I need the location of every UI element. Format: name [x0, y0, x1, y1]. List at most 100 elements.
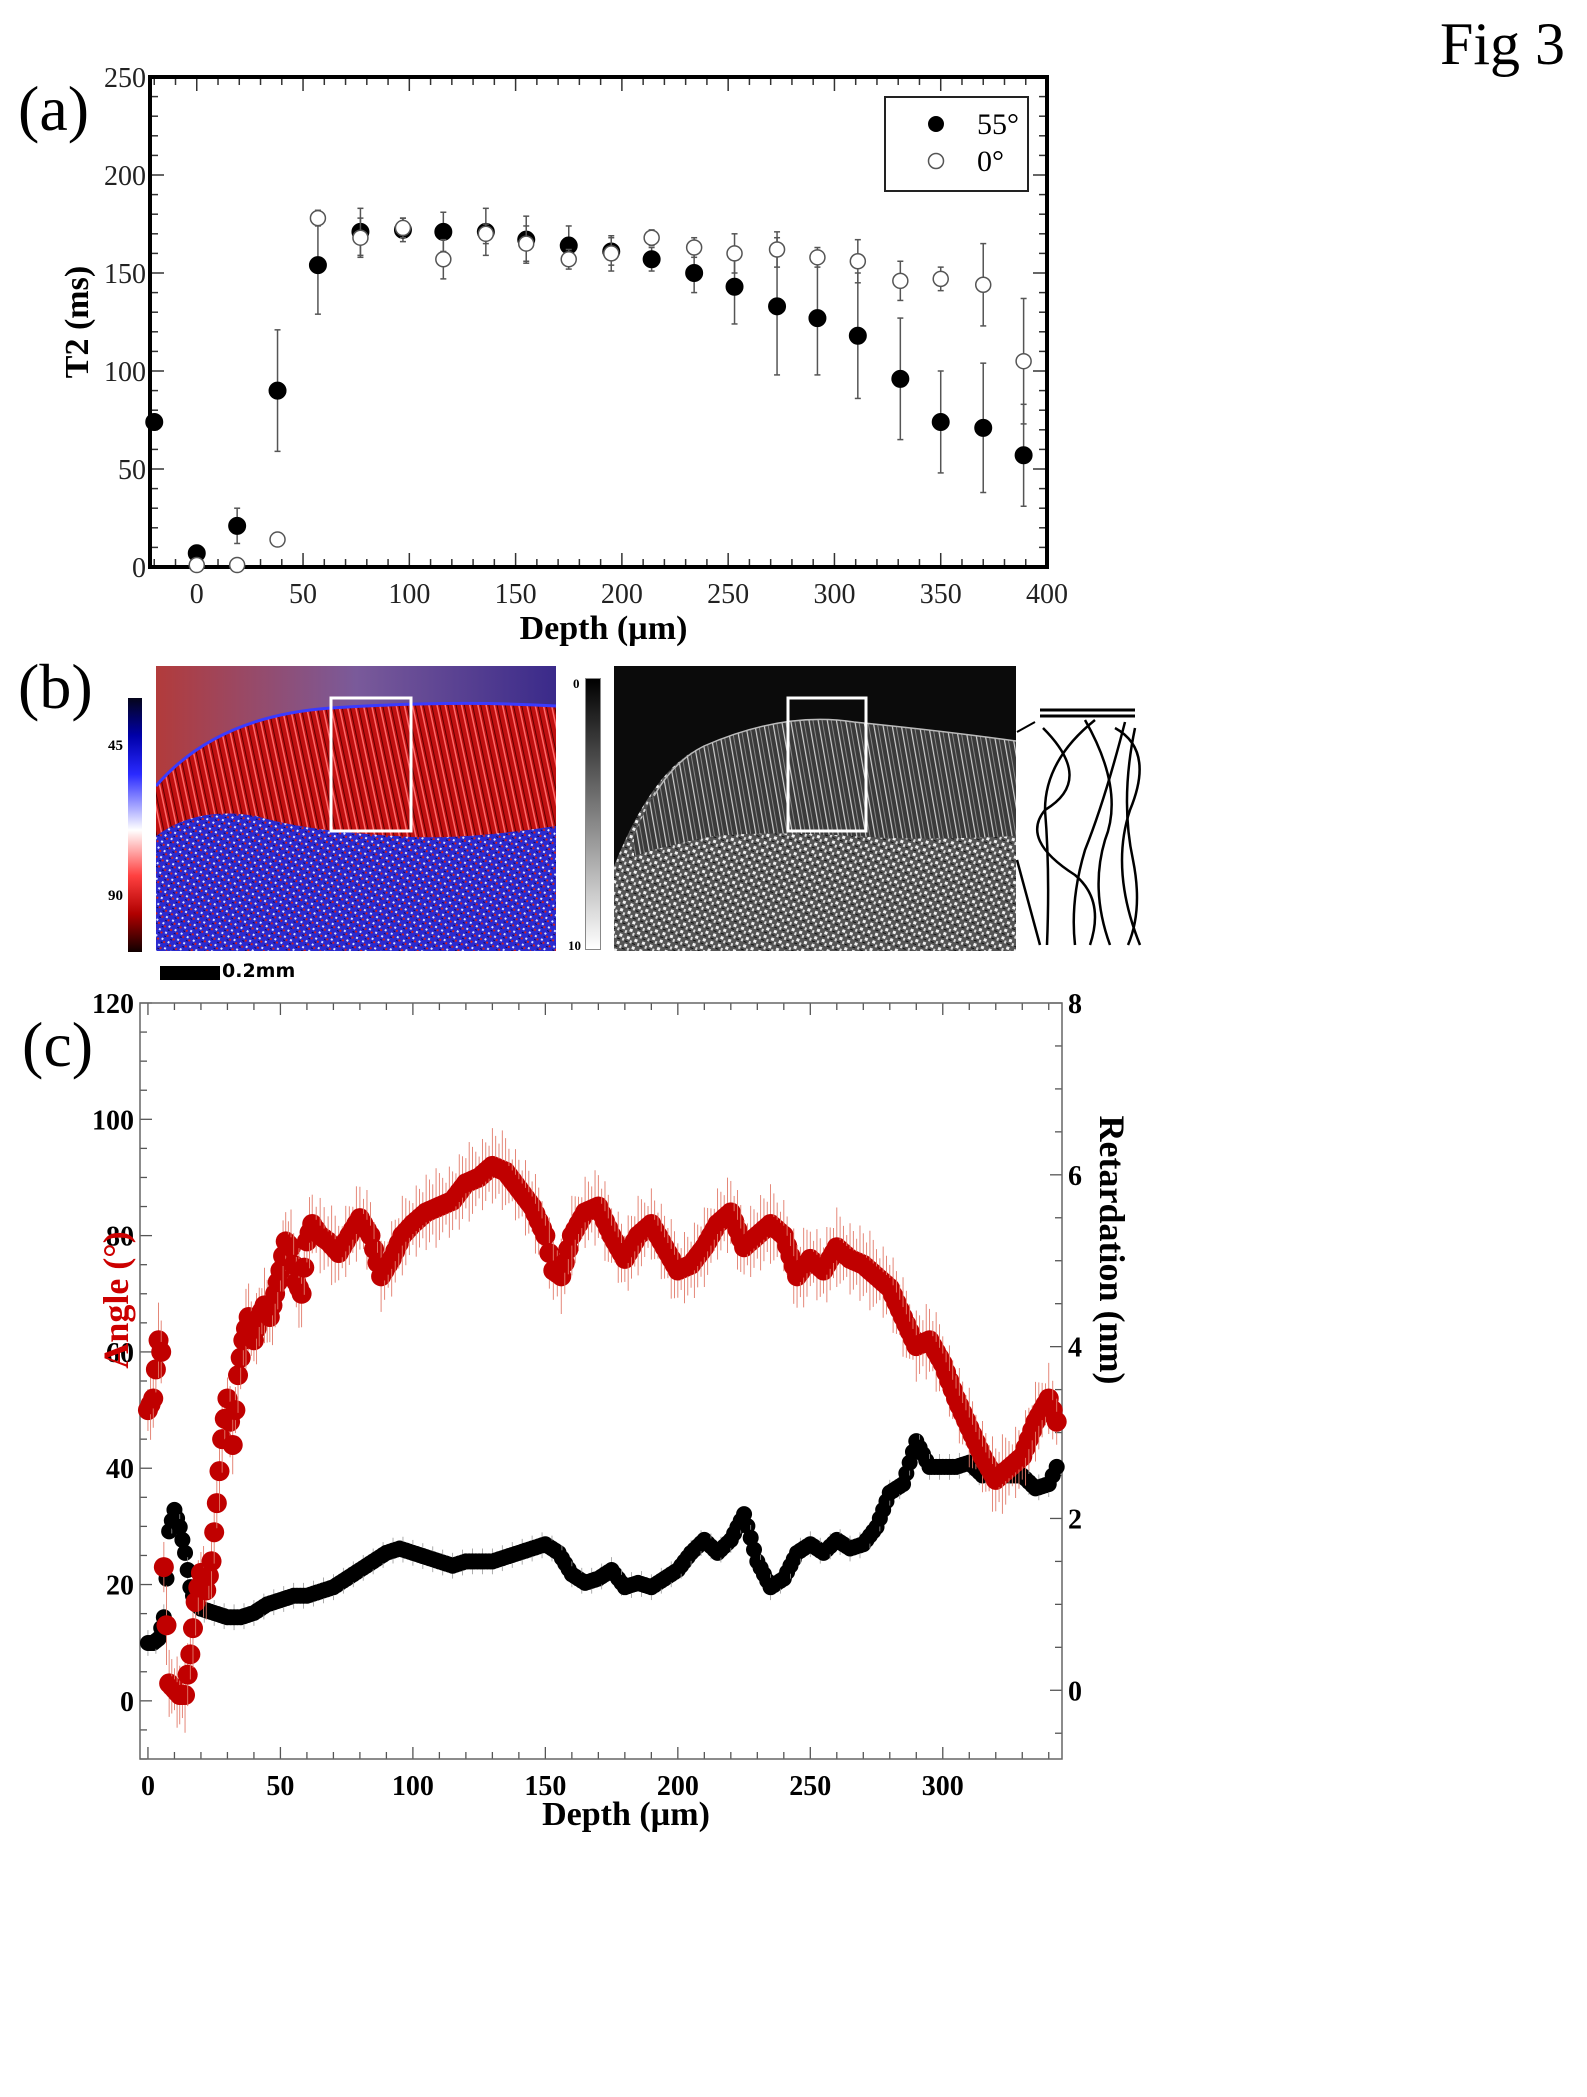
x-tick-label: 200 — [601, 579, 643, 610]
angle-point — [153, 1557, 174, 1578]
panel-label-c: (c) — [22, 1009, 94, 1080]
y2-tick-label: 8 — [1068, 990, 1082, 1020]
angle-point — [294, 1257, 315, 1278]
t2-depth-chart: 0 50 100 150 200 250 300 350 400 0 50 100 150 200 250 D… — [59, 63, 1068, 647]
retardation-colorbar-tick: 0 — [573, 676, 580, 691]
angle-point — [206, 1493, 227, 1514]
x-tick-label: 300 — [922, 1771, 964, 1802]
y-tick-label: 80 — [106, 1222, 134, 1253]
legend-marker-55deg — [928, 116, 944, 132]
data-point-0deg — [269, 531, 286, 548]
angle-point — [177, 1664, 198, 1685]
data-point-0deg — [932, 270, 949, 288]
angle-point — [182, 1618, 203, 1639]
data-point-55deg — [145, 412, 164, 431]
x-tick-label: 100 — [388, 579, 430, 610]
data-point-0deg — [768, 241, 786, 258]
y2-tick-label: 4 — [1068, 1333, 1082, 1364]
data-point-0deg — [643, 229, 660, 246]
angle-map-image — [156, 666, 556, 951]
data-point-55deg — [725, 277, 744, 296]
angle-point — [230, 1347, 251, 1368]
x-tick-label: 100 — [392, 1771, 434, 1802]
x-tick-label: 50 — [266, 1771, 294, 1802]
data-point-0deg — [560, 251, 577, 268]
angle-point — [228, 1365, 249, 1386]
retardation-map-image — [614, 666, 1016, 951]
angle-point — [222, 1434, 243, 1455]
angle-retardation-chart: 0 50 100 150 200 250 300 0 20 40 60 80 100 120 0 2 4 6 8 De… — [92, 990, 1132, 1833]
angle-point — [180, 1644, 201, 1665]
angle-point — [156, 1615, 177, 1636]
data-point-55deg — [974, 418, 993, 437]
angle-point — [291, 1283, 312, 1304]
legend-label-55deg: 55° — [977, 108, 1019, 141]
angle-colorbar — [128, 698, 142, 952]
data-point-55deg — [848, 326, 867, 345]
x-tick-label: 200 — [657, 1771, 699, 1802]
data-point-0deg — [435, 251, 452, 268]
angle-point — [1046, 1411, 1067, 1432]
x-axis-label: Depth (µm) — [520, 610, 688, 647]
plot-frame — [148, 75, 1049, 569]
x-tick-label: 400 — [1026, 579, 1068, 610]
data-point-0deg — [477, 225, 495, 243]
y-axis-label: T2 (ms) — [59, 266, 96, 378]
angle-point — [151, 1341, 172, 1362]
y-tick-label: 100 — [92, 1105, 134, 1136]
angle-point — [539, 1243, 560, 1264]
data-point-0deg — [517, 235, 535, 252]
legend-box — [884, 96, 1029, 192]
data-point-0deg — [892, 272, 909, 290]
data-point-0deg — [309, 209, 327, 227]
x-tick-label: 150 — [524, 1771, 566, 1802]
panel-b: 45 90 0 10 — [0, 660, 1587, 990]
x-tick-label: 0 — [141, 1771, 155, 1802]
angle-point — [143, 1388, 164, 1409]
x-tick-label: 300 — [813, 579, 855, 610]
angle-point — [201, 1551, 222, 1572]
data-point-0deg — [188, 556, 206, 574]
y-tick-label: 50 — [118, 455, 146, 486]
data-point-0deg — [603, 245, 620, 262]
y-tick-label: 20 — [106, 1571, 134, 1602]
legend-marker-0deg — [927, 152, 945, 170]
data-point-0deg — [685, 239, 703, 256]
data-point-55deg — [228, 516, 247, 535]
y-tick-label: 150 — [104, 259, 146, 290]
data-point-55deg — [931, 412, 950, 431]
data-point-55deg — [685, 264, 704, 282]
panel-label-a: (a) — [18, 73, 90, 144]
y-tick-label: 250 — [104, 63, 146, 94]
y-axis-label-retardation: Retardation (nm) — [1092, 1116, 1132, 1385]
data-point-55deg — [1014, 446, 1033, 465]
data-point-0deg — [974, 276, 992, 294]
data-point-0deg — [726, 245, 743, 262]
scale-bar-label: 0.2mm — [222, 960, 296, 982]
x-tick-label: 250 — [707, 579, 749, 610]
data-point-55deg — [308, 256, 327, 275]
y2-tick-label: 2 — [1068, 1504, 1082, 1535]
retardation-point — [1048, 1458, 1065, 1475]
y2-tick-label: 6 — [1068, 1161, 1082, 1192]
figure-label: Fig 3 — [1439, 11, 1565, 77]
retardation-colorbar — [585, 678, 601, 950]
x-tick-label: 50 — [289, 579, 317, 610]
scale-bar — [160, 966, 220, 980]
data-point-55deg — [808, 309, 827, 328]
legend-label-0deg: 0° — [977, 145, 1004, 178]
data-point-0deg — [352, 229, 369, 246]
data-point-55deg — [891, 369, 910, 388]
retardation-point — [171, 1519, 188, 1536]
angle-point — [145, 1359, 166, 1380]
x-tick-label: 0 — [190, 579, 204, 610]
data-point-55deg — [642, 250, 661, 269]
y-tick-label: 200 — [104, 161, 146, 192]
roi-rectangle — [329, 696, 413, 833]
roi-rectangle — [786, 696, 868, 833]
y-tick-label: 0 — [120, 1687, 134, 1718]
y-tick-label: 60 — [106, 1338, 134, 1369]
y-axis-label-angle: Angle (°) — [96, 1231, 136, 1368]
plot-frame — [139, 1002, 1063, 1760]
data-point-0deg — [809, 249, 826, 266]
